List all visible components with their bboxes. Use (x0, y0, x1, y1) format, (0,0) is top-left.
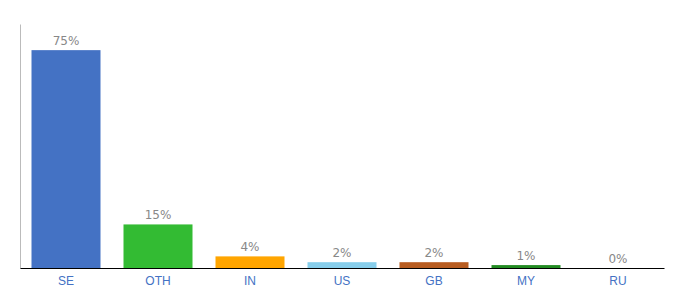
data-label: 0% (608, 252, 627, 266)
x-tick: US (334, 268, 351, 288)
x-tick-label: OTH (145, 274, 170, 288)
x-tick-label: MY (517, 274, 535, 288)
data-label: 75% (53, 34, 80, 48)
x-tick-label: GB (425, 274, 442, 288)
bars (32, 50, 561, 268)
y-axis (20, 25, 21, 269)
data-label: 2% (332, 246, 351, 260)
data-label: 15% (145, 208, 172, 222)
x-tick-label: RU (609, 274, 626, 288)
x-tick-label: SE (58, 274, 74, 288)
x-tick: MY (517, 268, 535, 288)
data-label: 4% (240, 240, 259, 254)
x-tick-label: IN (244, 274, 256, 288)
bar (124, 224, 193, 268)
x-tick: SE (58, 268, 74, 288)
x-axis-line (21, 268, 665, 269)
x-tick: IN (244, 268, 256, 288)
data-label: 1% (516, 249, 535, 263)
data-label: 2% (424, 246, 443, 260)
y-axis-line (20, 25, 21, 269)
bar (308, 262, 377, 268)
chart: SE OTH IN US GB MY RU 75% 15% 4% 2% 2% 1% 0% (0, 0, 680, 300)
x-tick: OTH (145, 268, 170, 288)
x-tick-label: US (334, 274, 351, 288)
x-axis: SE OTH IN US GB MY RU (21, 268, 665, 288)
data-labels: 75% 15% 4% 2% 2% 1% 0% (53, 34, 628, 266)
bar (492, 265, 561, 268)
bar (216, 256, 285, 268)
x-tick: RU (609, 268, 626, 288)
plot: SE OTH IN US GB MY RU 75% 15% 4% 2% 2% 1% 0% (21, 25, 665, 288)
bar (400, 262, 469, 268)
bar (32, 50, 101, 268)
x-tick: GB (425, 268, 442, 288)
bar (584, 268, 653, 269)
